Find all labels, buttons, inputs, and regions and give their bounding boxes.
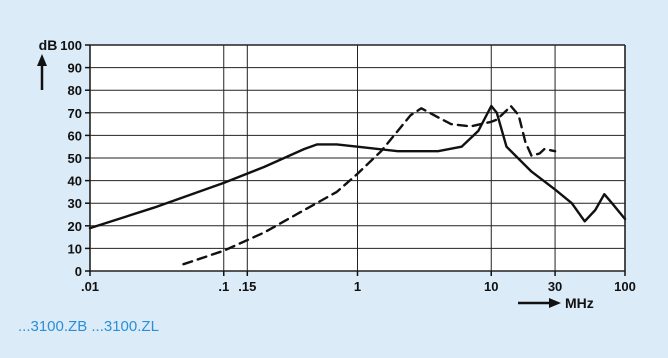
x-tick-label: .01 [81,279,99,294]
y-tick-label: 60 [68,128,82,143]
x-axis-arrow [518,298,561,308]
x-tick-label: 10 [484,279,498,294]
y-tick-label: 80 [68,83,82,98]
y-tick-label: 50 [68,151,82,166]
y-tick-label: 90 [68,61,82,76]
y-tick-label: 0 [75,264,82,279]
dashed-curve [182,104,557,266]
y-tick-label: 10 [68,241,82,256]
grid-lines [89,44,626,272]
y-tick-label: 40 [68,174,82,189]
axis-ticks: 0 10 20 30 40 50 60 70 80 90 100 .01 .1 .15 1 10 30 100 [60,38,636,294]
x-tick-label: 1 [354,279,361,294]
y-tick-label: 30 [68,196,82,211]
part-number-caption: ...3100.ZB ...3100.ZL [18,318,159,335]
x-tick-label: .1 [218,279,229,294]
y-axis-arrow [37,54,47,90]
solid-curve [88,104,627,230]
x-tick-label: .15 [238,279,256,294]
x-tick-label: 100 [614,279,636,294]
y-tick-label: 20 [68,219,82,234]
y-tick-label: 100 [60,38,82,53]
curves [88,104,627,266]
y-tick-label: 70 [68,106,82,121]
x-tick-label: 30 [548,279,562,294]
x-axis-label: MHz [565,295,594,311]
y-axis-label: dB [39,37,58,53]
